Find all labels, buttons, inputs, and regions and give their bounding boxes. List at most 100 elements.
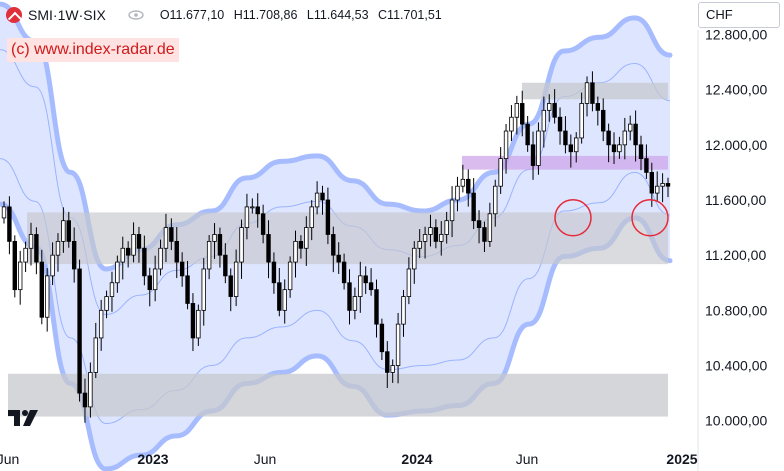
candle [298, 235, 304, 259]
zone-highlight [462, 155, 668, 170]
candle-body [142, 247, 147, 277]
candle-body [401, 296, 406, 325]
candle [217, 227, 223, 268]
candle-body [55, 240, 61, 256]
candle [61, 207, 66, 253]
x-tick-label: Jun [516, 451, 539, 467]
candle [579, 92, 584, 144]
candle-body [147, 275, 152, 291]
candle [163, 213, 169, 263]
candle-body [82, 392, 88, 408]
candle-body [444, 220, 449, 235]
candle [563, 116, 568, 154]
candle-body [644, 158, 649, 173]
candle [304, 216, 309, 266]
candle-body [260, 213, 266, 235]
candle-body [574, 137, 579, 153]
candle-body [71, 240, 77, 270]
candle-body [44, 275, 50, 318]
candle [28, 222, 34, 266]
candle [460, 164, 466, 193]
candle-body [493, 185, 498, 215]
candle [395, 312, 401, 384]
candle [88, 362, 93, 418]
candle-body [422, 234, 428, 242]
exchange-label[interactable]: SIX [83, 7, 106, 23]
candle-body [584, 82, 590, 104]
candle-body [503, 130, 509, 160]
symbol-name[interactable]: SMI [28, 7, 53, 23]
candle [115, 255, 120, 293]
candle-body [28, 234, 34, 249]
candle [206, 235, 212, 280]
candle-body [169, 227, 174, 242]
candle [482, 221, 487, 252]
candle-body [271, 261, 277, 284]
candle-body [466, 178, 471, 194]
candle [557, 107, 563, 145]
y-tick-label: 11.600,00 [705, 192, 766, 208]
candle-body [530, 144, 536, 166]
candle [1, 201, 7, 224]
candle-body [374, 289, 379, 325]
candle-body [649, 172, 655, 194]
candle [120, 236, 125, 280]
candle [147, 267, 152, 307]
candle-body [563, 130, 568, 146]
candle-body [174, 240, 179, 263]
candle [169, 218, 174, 251]
candle [352, 287, 358, 320]
candle-body [363, 275, 368, 284]
candle [190, 293, 196, 352]
candle [142, 235, 147, 286]
candle [552, 89, 557, 124]
currency-selector[interactable]: CHF [698, 2, 780, 28]
low-value: L11.644,53 [306, 8, 369, 22]
candle-body [547, 103, 552, 111]
candle [260, 204, 266, 244]
candle [417, 229, 422, 259]
candle [520, 90, 525, 137]
interval-label[interactable]: 1W [57, 7, 79, 23]
candle [39, 249, 44, 325]
candle [584, 76, 590, 117]
candle [601, 98, 606, 142]
candle-body [277, 282, 282, 311]
symbol-logo-icon[interactable] [6, 7, 22, 23]
eye-icon[interactable] [128, 10, 144, 20]
candle [368, 268, 374, 296]
candle [525, 116, 530, 152]
candle-body [406, 268, 412, 297]
tradingview-logo[interactable] [8, 408, 42, 428]
candle-body [385, 351, 390, 373]
candle [444, 211, 449, 244]
candle [325, 187, 331, 245]
candle [530, 131, 536, 180]
candle [541, 96, 547, 148]
candle [277, 268, 282, 317]
candle [665, 177, 671, 198]
candle [574, 132, 579, 163]
y-tick-label: 10.000,00 [705, 413, 767, 429]
candle-body [109, 282, 115, 297]
y-tick-label: 10.400,00 [705, 358, 767, 374]
candle [509, 105, 514, 141]
candle-body [595, 103, 601, 111]
candle [109, 271, 115, 312]
candle-body [633, 123, 638, 146]
candle [536, 122, 541, 175]
candle-body [282, 289, 287, 311]
candle-body [196, 309, 201, 339]
highlight-circle [631, 199, 669, 237]
close-value: C11.701,51 [378, 8, 442, 22]
candle [617, 136, 622, 159]
candle [98, 299, 104, 351]
high-value: H11.708,86 [233, 8, 298, 22]
candle-body [509, 116, 514, 132]
ohlc-values: O11.677,10 H11.708,86 L11.644,53 C11.701… [160, 8, 448, 22]
candle [412, 241, 417, 284]
candle [390, 359, 395, 383]
candle-body [476, 220, 482, 228]
